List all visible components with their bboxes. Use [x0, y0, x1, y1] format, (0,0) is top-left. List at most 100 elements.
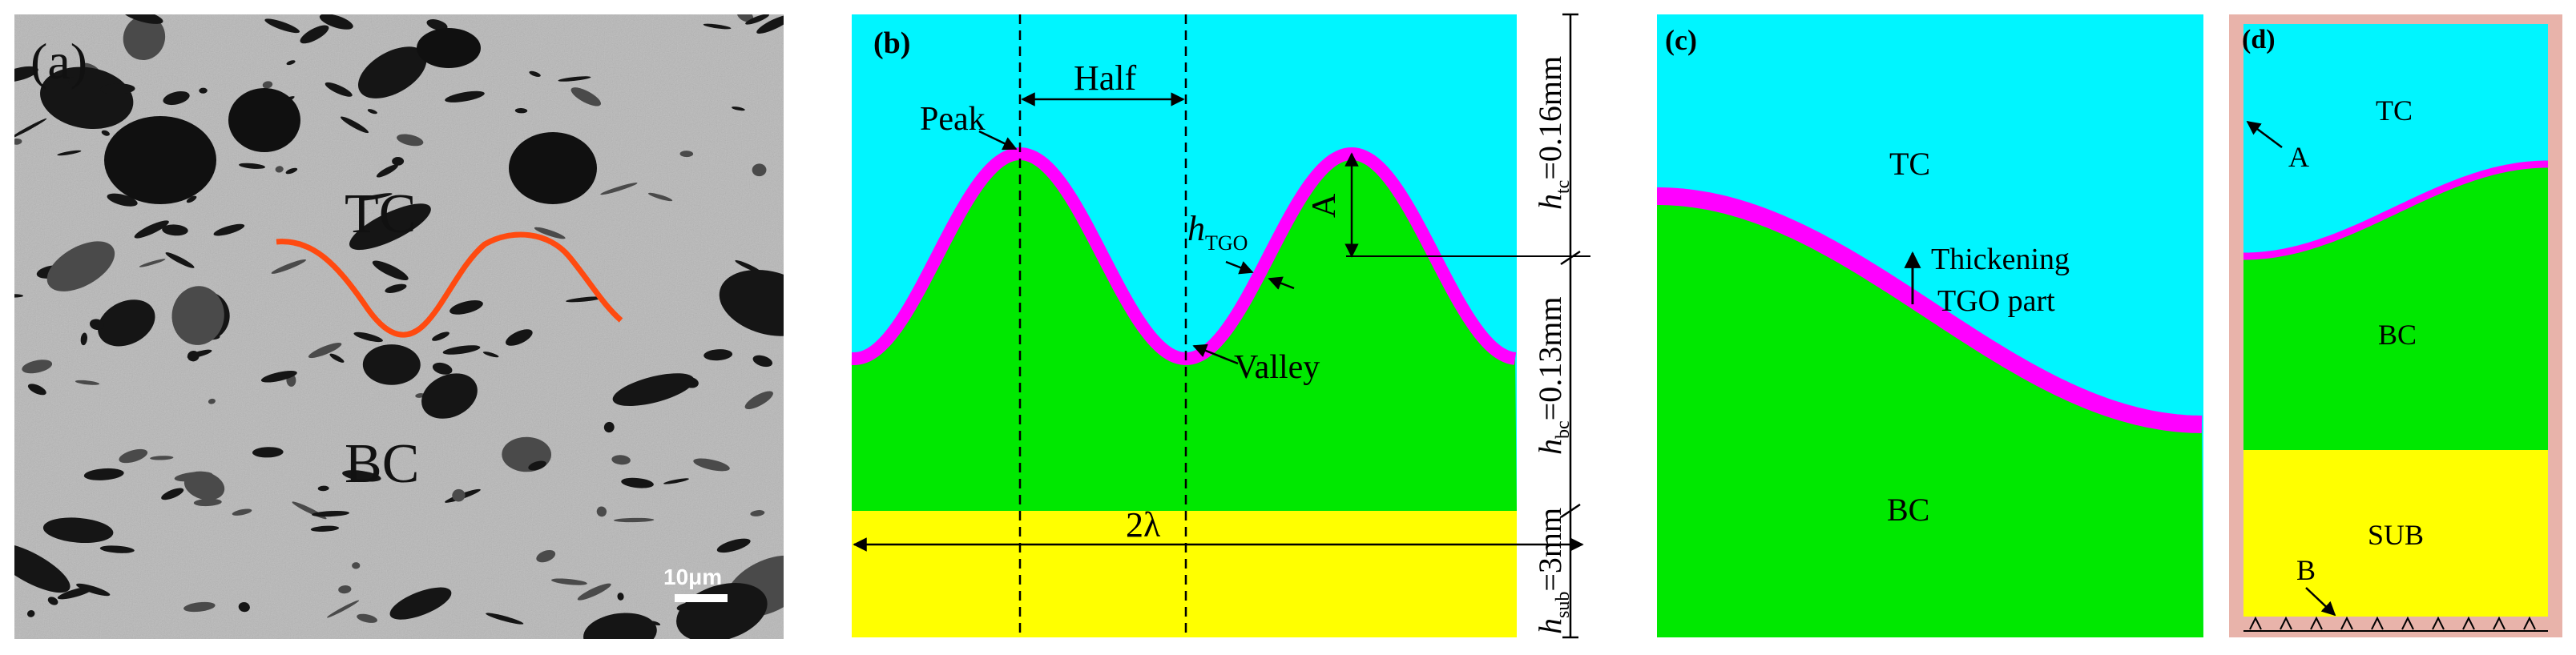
micrograph-pore: [199, 87, 208, 94]
micrograph-pore: [14, 118, 47, 139]
micrograph-pore: [14, 543, 71, 593]
fixed-support-symbol: [2340, 616, 2353, 630]
micrograph-pore: [262, 81, 273, 89]
micrograph-void: [417, 28, 481, 68]
micrograph-pore: [68, 77, 78, 89]
micrograph-pore: [183, 601, 216, 613]
micrograph-pore: [14, 294, 24, 298]
panel-b: Half Peak Valley A hTGO 2λ htc=0.16mm hb…: [851, 13, 1590, 639]
micrograph-pore: [376, 164, 398, 178]
micrograph-pore: [736, 14, 754, 22]
interface-profile-line: [276, 231, 623, 338]
micrograph-pore: [325, 82, 353, 97]
valley-pointer: [1192, 344, 1239, 365]
panel-d-tc-label: TC: [2376, 94, 2413, 127]
micrograph-pore: [663, 478, 689, 484]
amplitude-label: A: [1306, 193, 1343, 218]
thickening-label-line2: TGO part: [1937, 284, 2055, 318]
micrograph-pore: [570, 87, 602, 106]
micrograph-pore: [275, 166, 284, 173]
micrograph-pore: [22, 360, 53, 374]
micrograph-pore: [83, 468, 124, 480]
micrograph-pore: [26, 610, 35, 617]
micrograph-pore: [703, 349, 733, 361]
micrograph-pore: [693, 458, 730, 472]
panel-c: TC BC Thickening TGO part (c): [1657, 14, 2203, 637]
micrograph-pore: [744, 391, 773, 410]
micrograph-pore: [716, 538, 751, 553]
micrograph-pore: [486, 613, 524, 625]
micrograph-pore: [349, 203, 431, 251]
micrograph-pore: [621, 477, 654, 488]
micrograph-pore: [445, 90, 485, 102]
panel-b-sub-region: [852, 511, 1517, 637]
micrograph-pore: [123, 15, 166, 61]
micrograph-pore: [528, 460, 546, 471]
micrograph-pore: [47, 597, 58, 605]
fixed-support-symbol: [2523, 616, 2536, 630]
micrograph-pore: [342, 470, 381, 482]
micrograph-pore: [193, 498, 222, 507]
peak-label: Peak: [920, 101, 986, 138]
micrograph-pore: [612, 373, 695, 406]
panel-c-bc-region: [1657, 196, 2203, 637]
micrograph-pores: [14, 14, 784, 639]
micrograph-pore: [732, 106, 745, 111]
panel-a-bc-label: BC: [345, 433, 419, 495]
micrograph-pore: [506, 329, 533, 346]
micrograph-pore: [703, 23, 732, 30]
micrograph-pore: [312, 510, 350, 517]
panel-c-tc-label: TC: [1889, 146, 1930, 182]
micrograph-pore: [566, 296, 604, 303]
micrograph-pore: [596, 506, 607, 517]
micrograph-pore: [514, 108, 528, 114]
micrograph-pore: [42, 517, 114, 544]
micrograph-pore: [162, 224, 188, 236]
micrograph-pore: [421, 373, 478, 419]
micrograph-pore: [329, 353, 345, 363]
micrograph-pore: [432, 332, 449, 341]
micrograph-pore: [338, 585, 352, 594]
micrograph-pore: [735, 259, 762, 273]
micrograph-pore: [536, 549, 556, 563]
micrograph-pore: [603, 421, 615, 433]
micrograph-pore: [139, 259, 166, 267]
panel-b-tgo-layer: [851, 147, 1517, 366]
scale-bar-label: 10μm: [663, 565, 722, 589]
panel-d-label: (d): [2242, 25, 2276, 54]
micrograph-pore: [171, 286, 224, 345]
panel-a-label: (a): [30, 33, 87, 90]
micrograph-pore: [452, 488, 466, 502]
h-tgo-label: hTGO: [1187, 209, 1248, 255]
micrograph-pore: [123, 14, 163, 24]
scale-bar: [675, 594, 728, 602]
micrograph-pore: [46, 241, 115, 291]
micrograph-pore: [27, 384, 46, 396]
panel-c-bc-label: BC: [1887, 492, 1929, 528]
micrograph-pore: [186, 195, 197, 203]
micrograph-pore: [353, 332, 383, 343]
fixed-support-symbol: [2462, 616, 2475, 630]
micrograph-pore: [286, 60, 296, 66]
panel-d-sub-label: SUB: [2368, 519, 2424, 551]
micrograph-void: [104, 116, 216, 204]
panel-d-sub-region: [2243, 450, 2548, 617]
micrograph-pore: [482, 352, 499, 358]
micrograph-pore: [397, 134, 424, 147]
micrograph-pore: [150, 456, 174, 460]
micrograph-pore: [617, 593, 624, 601]
micrograph-pore: [238, 601, 250, 613]
micrograph-pore: [357, 46, 427, 98]
panel-d-bc-region: [2243, 164, 2548, 453]
micrograph-pore: [165, 252, 195, 268]
micrograph-pore: [449, 300, 483, 315]
micrograph-pore: [232, 508, 252, 516]
micrograph-pore: [432, 362, 453, 375]
point-b-label: B: [2296, 554, 2316, 586]
micrograph-pore: [583, 613, 657, 639]
micrograph-pore: [426, 19, 448, 31]
micrograph-pore: [76, 583, 111, 597]
micrograph-pore: [611, 455, 631, 465]
micrograph-pore: [310, 525, 340, 532]
